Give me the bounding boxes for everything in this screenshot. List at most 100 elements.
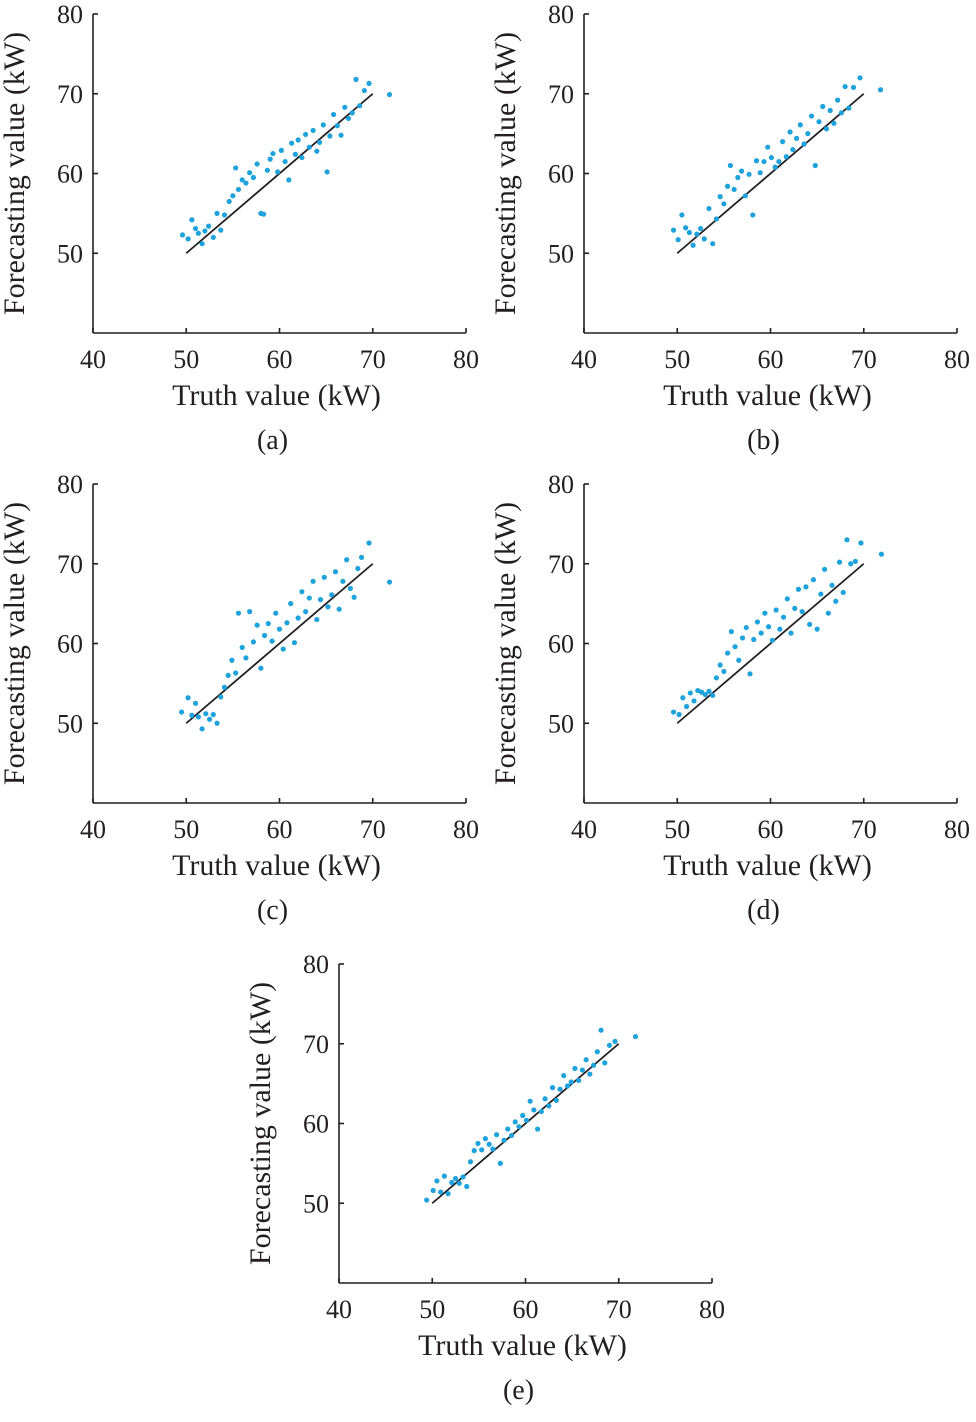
data-point bbox=[825, 610, 831, 616]
data-point bbox=[273, 610, 279, 616]
y-tick-label: 50 bbox=[303, 1189, 329, 1218]
data-point bbox=[743, 624, 749, 631]
data-point bbox=[810, 577, 816, 583]
data-point bbox=[316, 139, 323, 145]
data-point bbox=[424, 1197, 430, 1203]
y-tick-label: 70 bbox=[548, 550, 574, 579]
x-tick-label: 40 bbox=[571, 345, 597, 374]
data-point bbox=[505, 1126, 511, 1132]
y-tick-label: 60 bbox=[57, 630, 83, 659]
data-point bbox=[512, 1119, 518, 1125]
data-point bbox=[602, 1060, 608, 1066]
data-point bbox=[538, 1108, 544, 1115]
data-point bbox=[226, 198, 232, 205]
data-point bbox=[579, 1067, 585, 1073]
data-point bbox=[679, 212, 685, 218]
data-point bbox=[783, 154, 789, 160]
data-point bbox=[739, 635, 746, 641]
data-point bbox=[776, 158, 782, 165]
x-axis-title: Truth value (kW) bbox=[172, 849, 381, 882]
data-point bbox=[295, 137, 301, 143]
data-point bbox=[192, 225, 199, 232]
data-point bbox=[820, 103, 826, 110]
data-point bbox=[823, 126, 830, 132]
data-point bbox=[247, 609, 253, 615]
data-point bbox=[683, 703, 690, 710]
data-point bbox=[773, 607, 779, 613]
data-point bbox=[821, 566, 828, 572]
data-point bbox=[327, 133, 333, 139]
data-point bbox=[632, 1033, 639, 1040]
y-tick-label: 70 bbox=[57, 550, 83, 579]
panel-label: (d) bbox=[747, 895, 780, 926]
data-point bbox=[199, 241, 205, 247]
data-point bbox=[358, 554, 365, 560]
data-point bbox=[840, 589, 846, 596]
data-point bbox=[754, 619, 761, 625]
x-axis-title: Truth value (kW) bbox=[172, 379, 381, 412]
data-point bbox=[306, 595, 312, 601]
data-point bbox=[812, 162, 818, 169]
data-point bbox=[848, 561, 854, 567]
data-point bbox=[229, 657, 235, 663]
x-tick-label: 60 bbox=[758, 345, 784, 374]
data-point bbox=[482, 1136, 489, 1142]
panel-label: (b) bbox=[747, 425, 780, 456]
data-point bbox=[713, 216, 720, 222]
data-point bbox=[185, 236, 191, 242]
x-tick-label: 40 bbox=[571, 815, 597, 844]
data-point bbox=[235, 186, 242, 193]
data-point bbox=[516, 1124, 522, 1130]
data-point bbox=[361, 87, 367, 94]
y-tick-label: 70 bbox=[548, 80, 574, 109]
data-point bbox=[594, 1049, 600, 1055]
x-tick-label: 60 bbox=[267, 815, 293, 844]
data-point bbox=[846, 105, 852, 111]
data-point bbox=[195, 230, 201, 236]
data-point bbox=[725, 650, 731, 656]
x-tick-label: 40 bbox=[326, 1295, 352, 1324]
data-point bbox=[314, 616, 320, 623]
data-point bbox=[753, 158, 760, 164]
data-point bbox=[721, 201, 727, 207]
data-point bbox=[546, 1103, 552, 1109]
data-point bbox=[233, 670, 239, 676]
x-axis-title: Truth value (kW) bbox=[418, 1329, 627, 1362]
data-point bbox=[464, 1183, 470, 1190]
data-point bbox=[797, 122, 803, 128]
data-point bbox=[816, 119, 822, 125]
data-point bbox=[178, 709, 185, 715]
data-point bbox=[803, 584, 809, 590]
data-point bbox=[280, 646, 286, 652]
data-point bbox=[189, 712, 195, 718]
x-tick-label: 70 bbox=[606, 1295, 632, 1324]
y-tick-label: 60 bbox=[303, 1110, 329, 1139]
data-point bbox=[742, 193, 748, 199]
data-point bbox=[202, 228, 208, 234]
data-point bbox=[344, 557, 350, 563]
data-point bbox=[531, 1107, 537, 1113]
data-point bbox=[349, 110, 355, 116]
x-tick-label: 50 bbox=[664, 345, 690, 374]
panel-label: (c) bbox=[257, 895, 288, 926]
data-point bbox=[221, 684, 228, 690]
data-point bbox=[206, 716, 213, 722]
data-point bbox=[276, 626, 283, 632]
data-point bbox=[467, 1159, 474, 1165]
data-point bbox=[310, 127, 316, 134]
data-point bbox=[366, 80, 372, 86]
x-tick-label: 40 bbox=[80, 815, 106, 844]
x-tick-label: 70 bbox=[851, 345, 877, 374]
data-point bbox=[725, 183, 731, 189]
data-point bbox=[303, 609, 309, 615]
data-point bbox=[788, 630, 794, 636]
data-point bbox=[449, 1179, 455, 1186]
y-axis-title: Forecasting value (kW) bbox=[489, 32, 522, 315]
data-point bbox=[827, 107, 833, 114]
data-point bbox=[757, 170, 763, 176]
data-point bbox=[214, 720, 220, 726]
data-point bbox=[842, 83, 848, 90]
data-point bbox=[239, 644, 245, 651]
data-point bbox=[706, 205, 712, 212]
data-point bbox=[325, 604, 331, 610]
